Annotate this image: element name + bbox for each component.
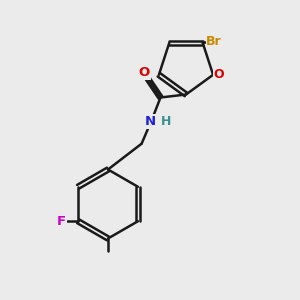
Text: N: N [145,115,156,128]
Text: O: O [213,68,224,81]
Text: F: F [57,215,66,228]
Text: H: H [160,115,171,128]
Text: Br: Br [206,35,222,48]
Text: O: O [139,66,150,80]
